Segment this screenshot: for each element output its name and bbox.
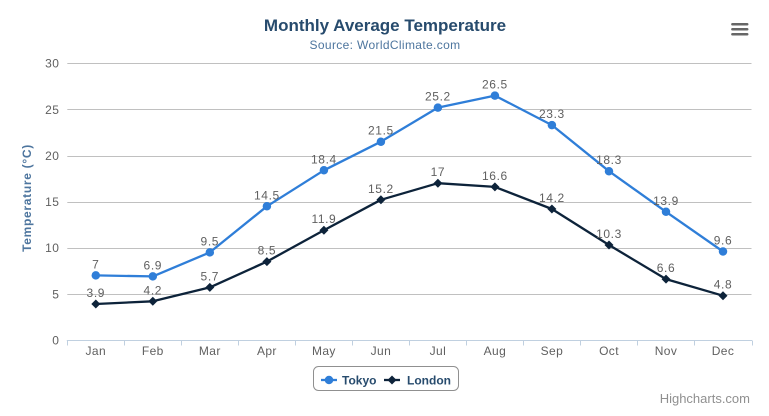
svg-text:14.5: 14.5 xyxy=(254,188,280,202)
svg-text:23.3: 23.3 xyxy=(539,107,565,121)
svg-text:25.2: 25.2 xyxy=(425,90,451,104)
svg-text:21.5: 21.5 xyxy=(368,124,394,138)
svg-text:Jan: Jan xyxy=(86,344,107,358)
svg-text:15.2: 15.2 xyxy=(368,182,394,196)
svg-text:16.6: 16.6 xyxy=(482,169,508,183)
svg-text:25: 25 xyxy=(45,103,59,117)
svg-text:Dec: Dec xyxy=(712,344,735,358)
svg-text:Tokyo: Tokyo xyxy=(342,373,376,387)
svg-text:9.6: 9.6 xyxy=(714,234,732,248)
svg-text:0: 0 xyxy=(52,333,59,347)
svg-text:Highcharts.com: Highcharts.com xyxy=(660,391,750,406)
svg-text:Source: WorldClimate.com: Source: WorldClimate.com xyxy=(310,38,461,52)
svg-text:Jun: Jun xyxy=(371,344,392,358)
svg-text:8.5: 8.5 xyxy=(258,244,276,258)
svg-text:20: 20 xyxy=(45,149,59,163)
svg-text:5.7: 5.7 xyxy=(201,269,219,283)
svg-text:18.4: 18.4 xyxy=(311,152,337,166)
svg-text:10.3: 10.3 xyxy=(596,227,622,241)
svg-text:4.8: 4.8 xyxy=(714,278,732,292)
svg-text:17: 17 xyxy=(431,165,446,179)
svg-text:13.9: 13.9 xyxy=(653,194,679,208)
svg-text:Feb: Feb xyxy=(142,344,164,358)
svg-text:11.9: 11.9 xyxy=(311,212,336,226)
svg-text:14.2: 14.2 xyxy=(539,191,565,205)
svg-text:Nov: Nov xyxy=(655,344,678,358)
svg-text:7: 7 xyxy=(92,257,99,271)
svg-text:30: 30 xyxy=(45,57,59,71)
svg-text:4.2: 4.2 xyxy=(144,283,162,297)
svg-text:May: May xyxy=(312,344,336,358)
svg-text:26.5: 26.5 xyxy=(482,78,508,92)
svg-text:5: 5 xyxy=(52,287,59,301)
svg-text:Jul: Jul xyxy=(430,344,447,358)
svg-text:10: 10 xyxy=(45,241,59,255)
svg-text:6.6: 6.6 xyxy=(657,261,675,275)
svg-text:Apr: Apr xyxy=(257,344,277,358)
svg-text:Oct: Oct xyxy=(599,344,619,358)
svg-text:6.9: 6.9 xyxy=(144,258,162,272)
svg-text:9.5: 9.5 xyxy=(201,234,219,248)
svg-text:15: 15 xyxy=(45,195,59,209)
svg-text:Mar: Mar xyxy=(199,344,221,358)
svg-text:3.9: 3.9 xyxy=(87,286,105,300)
svg-text:Temperature (°C): Temperature (°C) xyxy=(20,144,34,252)
svg-text:Sep: Sep xyxy=(541,344,564,358)
svg-text:Aug: Aug xyxy=(484,344,507,358)
svg-text:Monthly Average Temperature: Monthly Average Temperature xyxy=(264,16,506,35)
svg-text:London: London xyxy=(407,373,451,387)
svg-text:18.3: 18.3 xyxy=(596,153,622,167)
